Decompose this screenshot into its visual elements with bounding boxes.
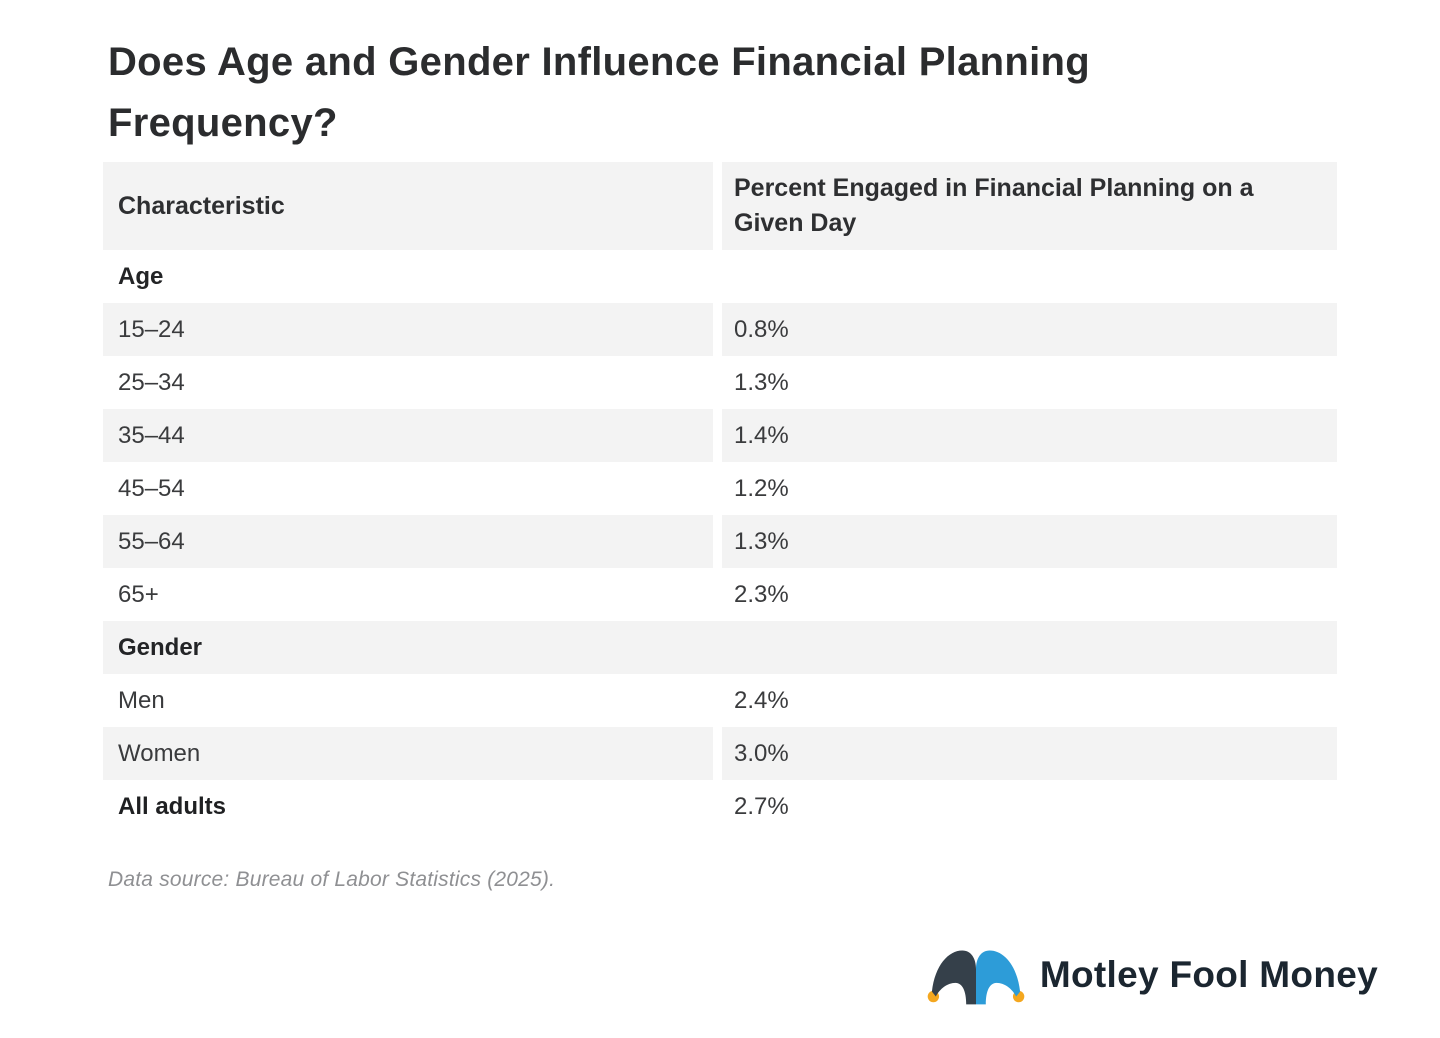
column-header-percent: Percent Engaged in Financial Planning on… — [722, 162, 1337, 250]
row-label: 65+ — [118, 580, 159, 608]
column-divider — [713, 303, 722, 356]
row-value: 1.4% — [722, 409, 1337, 462]
column-divider — [713, 674, 722, 727]
table-section-row-gender: Gender — [103, 621, 1337, 674]
jester-hat-icon — [927, 940, 1025, 1010]
table-header-row: Characteristic Percent Engaged in Financ… — [103, 162, 1337, 250]
section-label: Gender — [103, 621, 1337, 674]
column-divider — [713, 462, 722, 515]
table-row: 55–64 1.3% — [103, 515, 1337, 568]
column-header-characteristic: Characteristic — [103, 162, 713, 250]
table-row: 65+ 2.3% — [103, 568, 1337, 621]
column-divider — [713, 356, 722, 409]
row-value: 1.3% — [734, 368, 789, 396]
row-value: 2.7% — [734, 792, 789, 820]
column-divider — [713, 568, 722, 621]
page-title: Does Age and Gender Influence Financial … — [108, 40, 1090, 145]
column-header-percent-label: Percent Engaged in Financial Planning on… — [734, 173, 1254, 238]
financial-planning-table: Characteristic Percent Engaged in Financ… — [103, 162, 1337, 833]
table-row: 45–54 1.2% — [103, 462, 1337, 515]
section-label: Age — [118, 262, 164, 290]
row-label: 25–34 — [118, 368, 185, 396]
table-row: Women 3.0% — [103, 727, 1337, 780]
row-label: 15–24 — [103, 303, 713, 356]
row-label: All adults — [118, 792, 227, 820]
row-value: 3.0% — [722, 727, 1337, 780]
row-label: Women — [103, 727, 713, 780]
column-divider — [713, 727, 722, 780]
brand-logo: Motley Fool Money — [927, 938, 1378, 1012]
row-label: 45–54 — [118, 474, 185, 502]
table-row: 15–24 0.8% — [103, 303, 1337, 356]
column-divider — [713, 409, 722, 462]
column-divider — [713, 515, 722, 568]
row-label: Men — [118, 686, 165, 714]
row-value: 2.3% — [734, 580, 789, 608]
row-label: 35–44 — [103, 409, 713, 462]
table-row: Men 2.4% — [103, 674, 1337, 727]
row-value: 2.4% — [734, 686, 789, 714]
row-value: 1.2% — [734, 474, 789, 502]
row-label: 55–64 — [103, 515, 713, 568]
column-divider — [713, 780, 722, 833]
brand-name: Motley Fool Money — [1039, 954, 1378, 995]
column-divider — [713, 162, 722, 250]
table-section-row-age: Age — [103, 250, 1337, 303]
row-value: 0.8% — [722, 303, 1337, 356]
table-row: 35–44 1.4% — [103, 409, 1337, 462]
row-value: 1.3% — [722, 515, 1337, 568]
table-row-all-adults: All adults 2.7% — [103, 780, 1337, 833]
table-row: 25–34 1.3% — [103, 356, 1337, 409]
data-source-note: Data source: Bureau of Labor Statistics … — [108, 868, 556, 891]
